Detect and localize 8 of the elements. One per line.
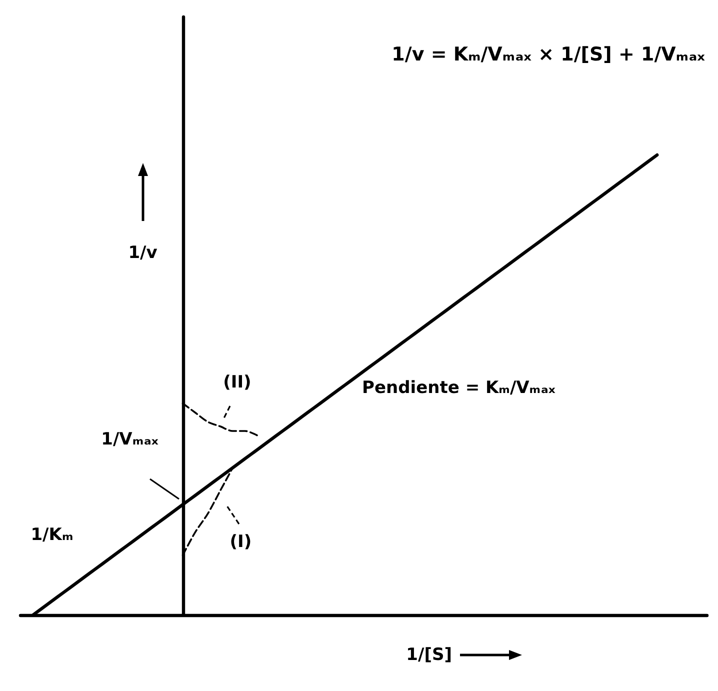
series-label: (II) bbox=[223, 372, 252, 392]
annotation: 1/Kₘ bbox=[30, 525, 74, 545]
annotation: 1/Vₘₐₓ bbox=[101, 430, 158, 450]
chart-title: 1/v = Kₘ/Vₘₐₓ × 1/[S] + 1/Vₘₐₓ bbox=[392, 44, 706, 66]
annotation: Pendiente = Kₘ/Vₘₐₓ bbox=[362, 378, 556, 398]
x-axis-title: 1/[S] bbox=[406, 645, 452, 665]
legend-label: (I) bbox=[230, 532, 252, 552]
y-axis-title: 1/v bbox=[128, 243, 158, 263]
